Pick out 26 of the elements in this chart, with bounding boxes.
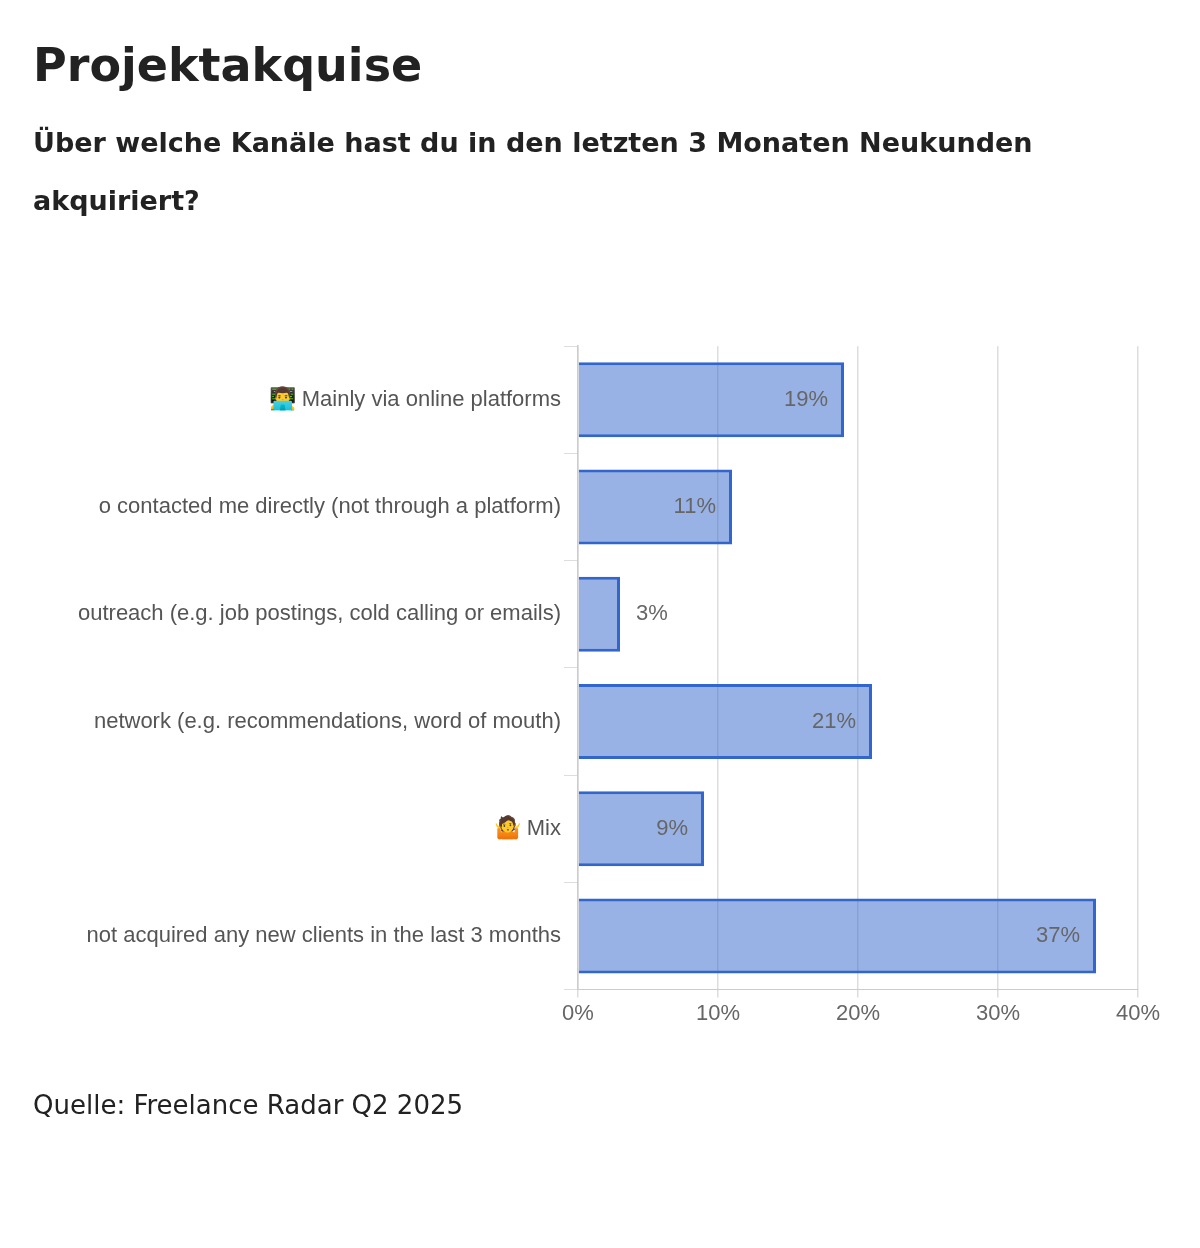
x-tick-label: 40% — [1115, 999, 1161, 1025]
data-label: 9% — [656, 814, 688, 840]
data-label: 3% — [636, 600, 668, 626]
y-tick-label: o contacted me directly (not through a platform) — [98, 493, 561, 519]
bar — [578, 576, 620, 652]
y-tick-label: 👨‍💻 Mainly via online platforms — [268, 385, 561, 411]
bar — [578, 898, 1096, 974]
y-tick-label: network (e.g. recommendations, word of mouth) — [93, 707, 561, 733]
bar — [578, 469, 732, 545]
bar — [578, 362, 844, 438]
x-tick-label: 0% — [562, 999, 594, 1025]
bar — [578, 683, 872, 760]
bar — [578, 791, 704, 867]
source-note: Quelle: Freelance Radar Q2 2025 — [33, 1090, 465, 1120]
y-tick-label: outreach (e.g. job postings, cold calling or emails) — [77, 600, 561, 626]
x-tick-label: 10% — [695, 999, 741, 1025]
data-label: 19% — [783, 385, 828, 411]
chart-title: Projektakquise — [33, 38, 424, 92]
x-tick-label: 30% — [975, 999, 1021, 1025]
y-tick-label: not acquired any new clients in the last 3 months — [86, 922, 561, 948]
data-label: 21% — [811, 707, 856, 733]
data-label: 11% — [673, 493, 716, 519]
chart-subtitle: Über welche Kanäle hast du in den letzten 3 Monaten Neukunden akquiriert? — [33, 125, 1034, 218]
x-tick-label: 20% — [835, 999, 881, 1025]
data-label: 37% — [1035, 922, 1080, 948]
y-tick-label: 🤷 Mix — [493, 813, 561, 840]
